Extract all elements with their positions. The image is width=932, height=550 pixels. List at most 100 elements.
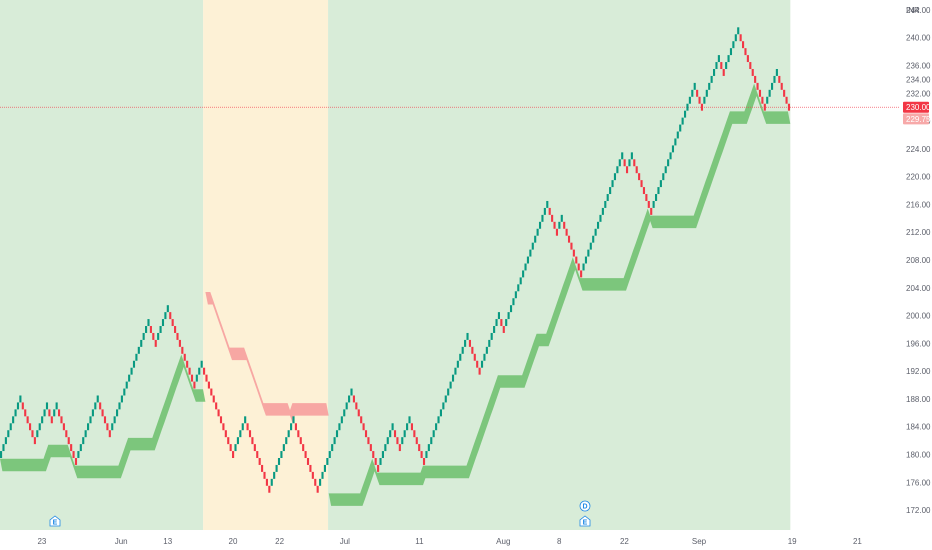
price-axis[interactable]: 172.00 176.00 180.00 184.00 188.00 192.00 196.…: [906, 6, 931, 515]
renko-brick-up: [531, 242, 534, 250]
renko-brick-down: [367, 437, 370, 445]
renko-brick-up: [447, 388, 450, 396]
renko-brick-up: [38, 423, 41, 431]
renko-brick-down: [570, 242, 573, 250]
renko-brick-down: [778, 75, 781, 83]
renko-brick-up: [53, 409, 56, 417]
renko-brick-down: [413, 430, 416, 438]
renko-brick-up: [693, 82, 696, 90]
renko-brick-down: [99, 402, 102, 410]
renko-brick-down: [751, 68, 754, 76]
renko-brick-down: [297, 430, 300, 438]
renko-brick-down: [763, 103, 766, 111]
renko-brick-down: [103, 416, 107, 424]
renko-brick-up: [290, 423, 293, 431]
price-tick-label: 172.00: [906, 506, 931, 515]
renko-brick-up: [464, 339, 467, 347]
renko-brick-up: [403, 430, 406, 438]
renko-brick-down: [633, 159, 636, 167]
renko-brick-up: [662, 173, 665, 181]
renko-brick-down: [360, 416, 363, 424]
time-tick-label: 11: [415, 537, 424, 546]
renko-brick-up: [616, 166, 619, 174]
price-tick-label: 220.00: [906, 173, 931, 182]
renko-brick-down: [74, 458, 78, 465]
renko-brick-up: [161, 319, 165, 327]
renko-brick-up: [432, 430, 435, 438]
currency-label: INR: [906, 6, 920, 15]
renko-brick-down: [551, 214, 554, 222]
dividend-marker[interactable]: D: [579, 500, 591, 512]
renko-brick-down: [476, 360, 479, 368]
renko-brick-down: [422, 458, 426, 465]
renko-brick-down: [65, 430, 68, 438]
renko-brick-down: [154, 339, 157, 347]
renko-brick-up: [493, 326, 496, 333]
renko-brick-up: [601, 207, 604, 215]
renko-brick-up: [406, 423, 409, 431]
renko-brick-down: [311, 471, 314, 479]
renko-brick-up: [89, 416, 92, 424]
renko-brick-up: [611, 180, 614, 188]
renko-brick-down: [700, 103, 704, 111]
renko-brick-up: [345, 402, 348, 410]
renko-bricks[interactable]: [0, 27, 791, 493]
renko-brick-up: [734, 34, 737, 42]
renko-brick-up: [118, 402, 121, 410]
renko-brick-up: [594, 228, 597, 236]
renko-brick-down: [548, 207, 551, 215]
renko-brick-up: [379, 458, 382, 465]
renko-brick-down: [473, 353, 476, 361]
renko-brick-up: [688, 96, 691, 104]
renko-brick-up: [664, 166, 667, 174]
renko-brick-up: [543, 207, 546, 215]
renko-brick-up: [538, 221, 542, 229]
renko-brick-up: [628, 159, 631, 167]
renko-brick-up: [113, 416, 116, 424]
renko-brick-down: [67, 437, 70, 445]
price-tick-label: 244.00: [906, 6, 931, 15]
price-tick-label: 200.00: [906, 312, 931, 321]
renko-brick-up: [514, 291, 517, 299]
renko-brick-down: [24, 409, 27, 417]
renko-brick-up: [497, 312, 501, 320]
time-tick-label: 22: [620, 537, 629, 546]
renko-brick-up: [326, 458, 329, 465]
renko-brick-down: [222, 423, 225, 431]
renko-brick-up: [164, 312, 167, 320]
renko-brick-up: [451, 374, 455, 382]
renko-brick-up: [592, 235, 595, 243]
renko-brick-up: [509, 305, 513, 313]
renko-brick-down: [72, 451, 75, 459]
renko-brick-down: [171, 319, 174, 327]
renko-brick-down: [256, 451, 259, 459]
renko-brick-down: [420, 451, 423, 459]
renko-brick-up: [425, 451, 428, 459]
renko-brick-down: [183, 353, 186, 361]
renko-brick-up: [91, 409, 94, 417]
renko-brick-down: [108, 430, 111, 438]
renko-brick-up: [125, 381, 128, 389]
renko-brick-down: [251, 437, 254, 445]
renko-brick-up: [488, 339, 491, 347]
renko-brick-up: [480, 360, 484, 368]
renko-brick-up: [729, 48, 733, 56]
renko-brick-down: [62, 423, 65, 431]
support-band: [0, 354, 206, 479]
renko-brick-down: [229, 444, 232, 452]
renko-brick-up: [348, 395, 351, 403]
renko-brick-down: [268, 485, 271, 493]
renko-brick-down: [186, 360, 189, 368]
second-price-tag: 229.75: [903, 113, 931, 125]
renko-brick-up: [444, 395, 447, 403]
renko-brick-up: [335, 430, 339, 438]
time-axis[interactable]: 23 Jun 13 20 22 Jul 11 Aug 8 22 Sep 19 21: [37, 537, 862, 546]
renko-brick-up: [534, 235, 537, 243]
renko-brick-down: [215, 402, 218, 410]
renko-brick-up: [43, 409, 46, 417]
renko-brick-down: [720, 62, 723, 69]
earnings-marker-1[interactable]: E: [49, 515, 61, 527]
earnings-marker-2[interactable]: E: [579, 515, 591, 527]
renko-brick-up: [270, 478, 273, 486]
renko-brick-up: [427, 444, 430, 452]
